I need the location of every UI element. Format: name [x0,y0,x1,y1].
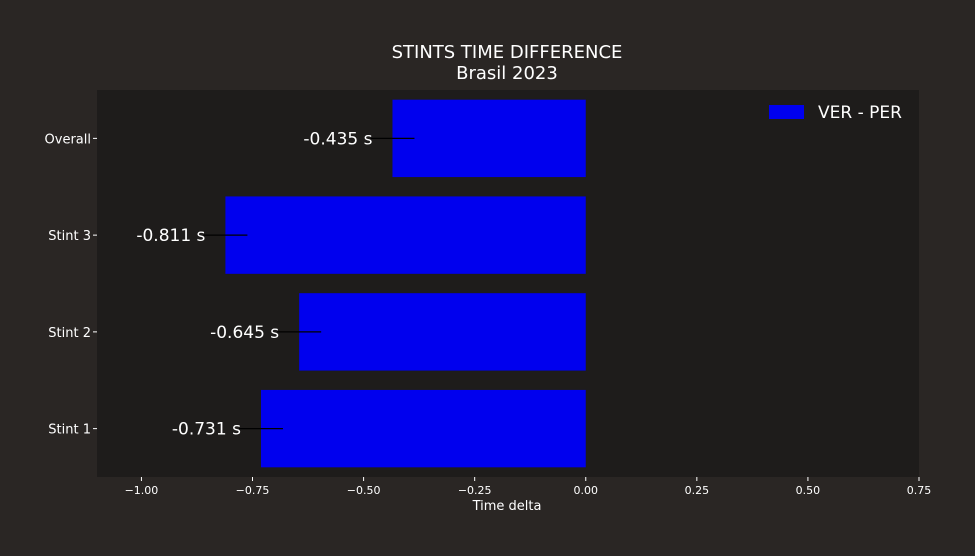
bar [225,196,586,274]
chart-title: STINTS TIME DIFFERENCE [392,42,623,63]
x-tick-label: −0.50 [347,484,381,497]
y-axis-ticks: Overall Stint 3 Stint 2 Stint 1 [45,132,97,438]
bar [392,99,586,178]
x-tick-label: 0.25 [685,484,710,497]
y-tick-label: Stint 3 [48,229,91,244]
x-tick-label: −0.75 [236,484,270,497]
y-tick-label: Stint 2 [48,326,91,341]
x-tick-label: 0.75 [907,484,932,497]
bars-group: -0.435 s -0.811 s -0.645 s -0.731 s [136,99,586,468]
data-label: -0.811 s [136,226,205,246]
chart-subtitle: Brasil 2023 [456,63,558,84]
y-tick-label: Stint 1 [48,423,91,438]
bar [299,293,586,371]
x-tick-label: −1.00 [125,484,159,497]
legend: VER - PER [769,103,902,123]
x-axis-label: Time delta [472,499,542,514]
data-label: -0.645 s [210,323,279,343]
x-tick-label: 0.50 [796,484,821,497]
data-label: -0.435 s [303,129,372,149]
data-label: -0.731 s [172,420,241,440]
x-tick-label: 0.00 [574,484,599,497]
y-tick-label: Overall [45,132,91,147]
x-axis-ticks: −1.00 −0.75 −0.50 −0.25 0.00 0.25 0.50 0.75 [125,477,932,497]
legend-label: VER - PER [818,103,902,123]
x-tick-label: −0.25 [458,484,492,497]
bar [260,389,586,468]
legend-swatch [769,105,804,119]
